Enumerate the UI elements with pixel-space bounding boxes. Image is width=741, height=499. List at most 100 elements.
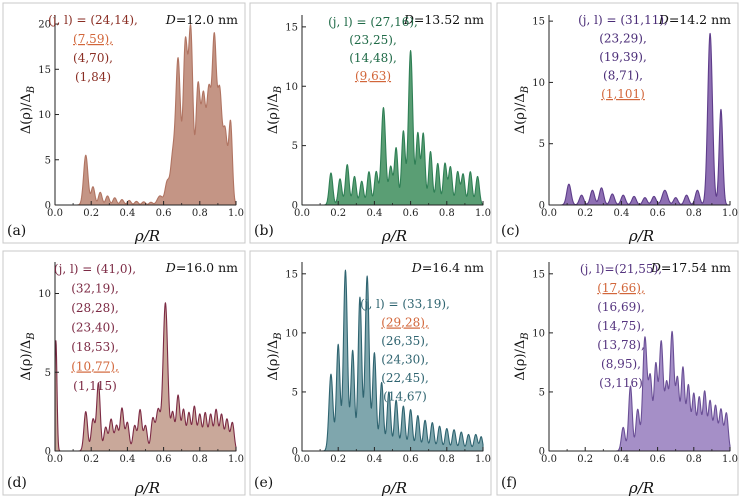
- x-axis-label: ρ/R: [134, 227, 160, 245]
- diameter-label: D=13.52 nm: [403, 12, 484, 27]
- legend-entry: (j, l) = (24,14),: [48, 13, 138, 27]
- legend-entry: (j, l) = (31,11),: [578, 13, 668, 27]
- y-tick-label: 5: [539, 387, 545, 398]
- x-tick-label: 0.0: [541, 208, 557, 219]
- diameter-label: D=12.0 nm: [165, 12, 238, 27]
- panel-label: (a): [7, 223, 26, 239]
- x-tick-label: 0.6: [403, 208, 419, 219]
- x-axis-label: ρ/R: [381, 479, 407, 497]
- panel-label: (c): [501, 223, 520, 239]
- legend-entry: (9,63): [355, 69, 391, 83]
- x-tick-label: 0.8: [686, 208, 702, 219]
- x-axis-label: ρ/R: [381, 227, 407, 245]
- legend-entry: (29,28),: [381, 316, 429, 330]
- x-tick-label: 0.6: [156, 454, 172, 465]
- legend-entry: (j, l) = (41,0),: [54, 262, 136, 276]
- y-axis-label: Δ(ρ)/ΔB: [513, 86, 531, 134]
- legend-entry: (4,70),: [73, 51, 113, 65]
- y-tick-label: 0: [539, 447, 545, 458]
- x-tick-label: 0.4: [119, 454, 135, 465]
- y-axis-label: Δ(ρ)/ΔB: [266, 332, 284, 380]
- y-tick-label: 15: [285, 22, 298, 33]
- legend-entry: (j, l) = (27,16),: [328, 15, 418, 29]
- legend-entry: (j, l)=(21,55),: [580, 262, 662, 276]
- diameter-label: D=17.54 nm: [650, 260, 731, 275]
- x-tick-label: 1.0: [228, 208, 244, 219]
- x-tick-label: 0.0: [541, 454, 557, 465]
- x-tick-label: 0.2: [83, 208, 99, 219]
- y-tick-label: 20: [38, 20, 51, 31]
- y-tick-label: 5: [539, 139, 545, 150]
- chart-panel-a: 0.0 0.2 0.4 0.6 0.8 1.0 0 5 10 15 20 ρ/R Δ(ρ)/ΔB (a) D…: [2, 2, 246, 245]
- x-tick-label: 0.2: [83, 454, 99, 465]
- x-axis-label: ρ/R: [134, 479, 160, 497]
- x-tick-label: 0.2: [330, 454, 346, 465]
- x-tick-label: 0.2: [577, 208, 593, 219]
- y-tick-label: 10: [38, 110, 51, 121]
- legend-entry: (j, l) = (33,19),: [360, 297, 450, 311]
- x-tick-label: 0.4: [366, 208, 382, 219]
- legend-entry: (1,84): [75, 70, 111, 84]
- legend-entry: (10,77),: [71, 360, 119, 374]
- legend-entry: (16,69),: [597, 300, 645, 314]
- legend-entry: (23,40),: [71, 321, 119, 335]
- x-tick-label: 0.6: [650, 454, 666, 465]
- panel-label: (f): [501, 475, 517, 491]
- y-axis-label: Δ(ρ)/ΔB: [266, 86, 284, 134]
- y-tick-label: 5: [292, 141, 298, 152]
- y-tick-label: 15: [532, 269, 545, 280]
- legend-entry: (32,19),: [71, 282, 119, 296]
- legend-entry: (7,59),: [73, 32, 113, 46]
- legend-entry: (13,78),: [597, 338, 645, 352]
- x-tick-label: 0.4: [613, 454, 629, 465]
- y-tick-label: 10: [38, 289, 51, 300]
- y-tick-label: 5: [45, 155, 51, 166]
- x-tick-label: 1.0: [475, 208, 491, 219]
- chart-panel-f: 0.0 0.2 0.4 0.6 0.8 1.0 0 5 10 15 ρ/R Δ(ρ)/ΔB (f) D=1…: [496, 250, 739, 497]
- x-tick-label: 0.6: [403, 454, 419, 465]
- chart-panel-c: 0.0 0.2 0.4 0.6 0.8 1.0 0 5 10 15 ρ/R Δ(ρ)/ΔB (c) D=1…: [496, 2, 739, 245]
- y-axis-label: Δ(ρ)/ΔB: [19, 332, 37, 380]
- x-tick-label: 0.2: [577, 454, 593, 465]
- x-tick-label: 0.0: [294, 208, 310, 219]
- chart-panel-b: 0.0 0.2 0.4 0.6 0.8 1.0 0 5 10 15 ρ/R Δ(ρ)/ΔB (b) D=1…: [249, 2, 492, 245]
- y-tick-label: 15: [38, 65, 51, 76]
- y-tick-label: 0: [292, 447, 298, 458]
- x-axis-label: ρ/R: [628, 479, 654, 497]
- y-tick-label: 0: [292, 201, 298, 212]
- legend-entry: (28,28),: [71, 301, 119, 315]
- legend-entry: (17,66),: [597, 281, 645, 295]
- panel-frame: [249, 250, 492, 496]
- x-tick-label: 0.4: [613, 208, 629, 219]
- y-tick-label: 5: [45, 368, 51, 379]
- y-tick-label: 10: [285, 82, 298, 93]
- legend-entry: (14,48),: [349, 51, 397, 65]
- chart-panel-e: 0.0 0.2 0.4 0.6 0.8 1.0 0 5 10 15 ρ/R Δ(ρ)/ΔB (e) D=1…: [249, 250, 492, 497]
- x-tick-label: 0.8: [439, 454, 455, 465]
- x-tick-label: 0.6: [156, 208, 172, 219]
- y-tick-label: 10: [285, 328, 298, 339]
- density-curve: [301, 50, 484, 206]
- x-tick-label: 1.0: [228, 454, 244, 465]
- y-tick-label: 10: [532, 328, 545, 339]
- y-axis-label: Δ(ρ)/ΔB: [513, 332, 531, 380]
- legend-entry: (1,115): [73, 379, 117, 393]
- x-tick-label: 0.0: [47, 208, 63, 219]
- panel-label: (b): [254, 223, 274, 239]
- chart-panel-d: 0.0 0.2 0.4 0.6 0.8 1.0 0 5 10 ρ/R Δ(ρ)/ΔB (d) D=16.…: [2, 250, 246, 497]
- legend-entry: (14,75),: [597, 319, 645, 333]
- panel-frame: [2, 250, 246, 496]
- diameter-label: D=16.0 nm: [165, 260, 238, 275]
- y-tick-label: 10: [532, 78, 545, 89]
- x-tick-label: 0.8: [439, 208, 455, 219]
- x-tick-label: 0.0: [294, 454, 310, 465]
- x-tick-label: 0.8: [192, 454, 208, 465]
- x-tick-label: 0.4: [119, 208, 135, 219]
- x-tick-label: 1.0: [722, 454, 738, 465]
- legend-entry: (22,45),: [381, 371, 429, 385]
- panel-label: (d): [7, 475, 27, 491]
- legend-entry: (24,30),: [381, 353, 429, 367]
- x-tick-label: 0.2: [330, 208, 346, 219]
- y-tick-label: 15: [532, 17, 545, 28]
